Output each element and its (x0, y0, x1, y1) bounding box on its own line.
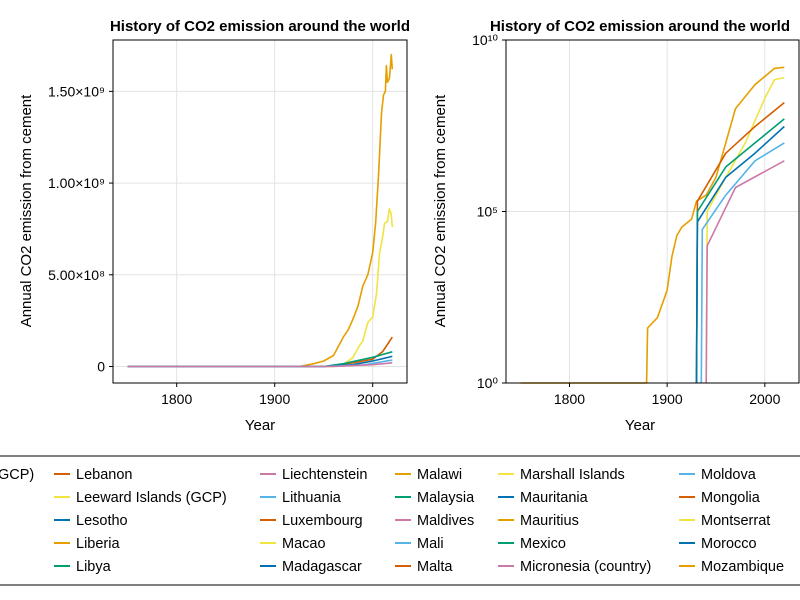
legend-entry-label: Lesotho (76, 513, 128, 529)
legend-entry-label: Marshall Islands (520, 467, 625, 483)
series-line (127, 362, 393, 368)
legend-entry-label: Mexico (520, 536, 566, 552)
legend-entry-label: Mauritius (520, 513, 579, 529)
x-tick-label: 2000 (357, 391, 388, 407)
legend-entry-label: Lithuania (282, 490, 342, 506)
left-chart-title: History of CO2 emission around the world (110, 18, 410, 35)
series-line (705, 160, 785, 384)
left-axes: 1800 1900 2000 0 5.00×10⁸ 1.00×10⁹ 1.50×10⁹ Hi… (18, 18, 410, 434)
legend-entry-label: Montserrat (701, 513, 770, 529)
y-tick-label: 10⁵ (477, 204, 498, 220)
x-tick-label: 1900 (259, 391, 290, 407)
right-x-axis-label: Year (625, 417, 655, 434)
legend-entry-label: Malaysia (417, 490, 475, 506)
left-plot-area (113, 40, 407, 383)
legend-entry-label: Liberia (76, 536, 120, 552)
legend-entry-label: Lebanon (76, 467, 132, 483)
x-tick-label: 1900 (652, 391, 683, 407)
y-tick-label: 10⁰ (477, 375, 499, 391)
right-y-axis-label: Annual CO2 emission from cement (432, 94, 449, 327)
x-tick-label: 2000 (749, 391, 780, 407)
legend-entry-label: Luxembourg (282, 513, 363, 529)
legend-entry-label: Leeward Islands (GCP) (76, 490, 227, 506)
x-tick-label: 1800 (554, 391, 585, 407)
left-ticks: 1800 1900 2000 0 5.00×10⁸ 1.00×10⁹ 1.50×10⁹ (48, 83, 388, 407)
right-axes: 1800 1900 2000 10⁰ 10⁵ 10¹⁰ History of CO2 em… (432, 18, 800, 434)
series-line (520, 66, 785, 384)
x-tick-label: 1800 (161, 391, 192, 407)
right-ticks: 1800 1900 2000 10⁰ 10⁵ 10¹⁰ (472, 32, 780, 407)
legend: GCP) Lebanon Leeward Islands (GCP) Lesotho L… (0, 455, 800, 586)
legend-entry-label: Malta (417, 559, 453, 575)
series-line (127, 53, 394, 368)
legend-entry-label: Mongolia (701, 490, 761, 506)
legend-entry-label: Liechtenstein (282, 467, 367, 483)
right-chart-title: History of CO2 emission around the world (490, 18, 790, 35)
series-line (700, 142, 785, 384)
legend-entry-label: Maldives (417, 513, 474, 529)
left-x-axis-label: Year (245, 417, 275, 434)
y-tick-label: 1.00×10⁹ (48, 175, 105, 191)
legend-entry-label: Libya (76, 559, 112, 575)
legend-entry-label: Macao (282, 536, 326, 552)
y-tick-label: 1.50×10⁹ (48, 83, 105, 99)
legend-entry-label: Madagascar (282, 559, 362, 575)
y-tick-label: 5.00×10⁸ (48, 267, 105, 283)
legend-entry-label: GCP) (0, 467, 34, 483)
series-line (705, 76, 785, 384)
legend-entry-label: Morocco (701, 536, 757, 552)
left-y-axis-label: Annual CO2 emission from cement (18, 94, 35, 327)
left-series-lines (127, 53, 394, 368)
y-tick-label: 10¹⁰ (472, 32, 498, 48)
series-line (695, 125, 785, 384)
legend-entry-label: Mali (417, 536, 444, 552)
legend-entry-label: Micronesia (country) (520, 559, 651, 575)
legend-entry-label: Mozambique (701, 559, 784, 575)
legend-entry-label: Moldova (701, 467, 757, 483)
legend-entry-label: Malawi (417, 467, 462, 483)
y-tick-label: 0 (97, 358, 105, 374)
left-axes-frame (112, 39, 408, 384)
legend-entry-label: Mauritania (520, 490, 589, 506)
right-series-lines (520, 66, 785, 384)
series-line (127, 207, 394, 368)
